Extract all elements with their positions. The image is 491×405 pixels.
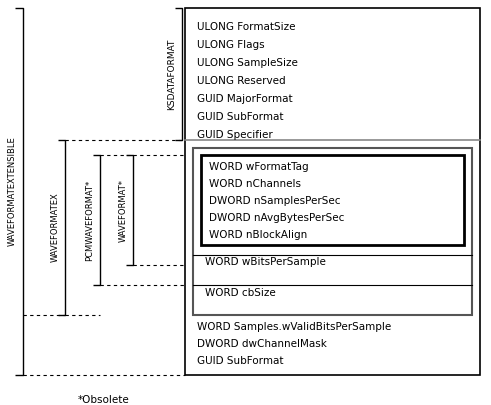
Text: DWORD nAvgBytesPerSec: DWORD nAvgBytesPerSec	[209, 213, 344, 223]
Text: WORD wFormatTag: WORD wFormatTag	[209, 162, 309, 172]
Text: ULONG Reserved: ULONG Reserved	[197, 76, 286, 86]
Bar	[193, 148, 472, 315]
Text: GUID Specifier: GUID Specifier	[197, 130, 273, 140]
Text: ULONG SampleSize: ULONG SampleSize	[197, 58, 298, 68]
Text: *Obsolete: *Obsolete	[78, 395, 130, 405]
Text: WORD Samples.wValidBitsPerSample: WORD Samples.wValidBitsPerSample	[197, 322, 391, 332]
Text: ULONG Flags: ULONG Flags	[197, 40, 265, 50]
Text: ULONG FormatSize: ULONG FormatSize	[197, 22, 296, 32]
Text: PCMWAVEFORMAT*: PCMWAVEFORMAT*	[85, 179, 94, 261]
Text: WAVEFORMAT*: WAVEFORMAT*	[118, 179, 128, 241]
Text: DWORD dwChannelMask: DWORD dwChannelMask	[197, 339, 327, 349]
Text: WORD nChannels: WORD nChannels	[209, 179, 301, 189]
Text: WORD cbSize: WORD cbSize	[205, 288, 276, 298]
Text: WAVEFORMATEXTENSIBLE: WAVEFORMATEXTENSIBLE	[7, 136, 17, 246]
Text: WORD wBitsPerSample: WORD wBitsPerSample	[205, 257, 326, 267]
Text: KSDATAFORMAT: KSDATAFORMAT	[167, 38, 176, 110]
Text: DWORD nSamplesPerSec: DWORD nSamplesPerSec	[209, 196, 340, 206]
Text: GUID SubFormat: GUID SubFormat	[197, 112, 283, 122]
Text: WAVEFORMATEX: WAVEFORMATEX	[51, 193, 59, 262]
Bar	[201, 155, 464, 245]
Text: GUID MajorFormat: GUID MajorFormat	[197, 94, 293, 104]
Text: GUID SubFormat: GUID SubFormat	[197, 356, 283, 366]
Text: WORD nBlockAlign: WORD nBlockAlign	[209, 230, 307, 240]
Bar	[185, 8, 480, 375]
